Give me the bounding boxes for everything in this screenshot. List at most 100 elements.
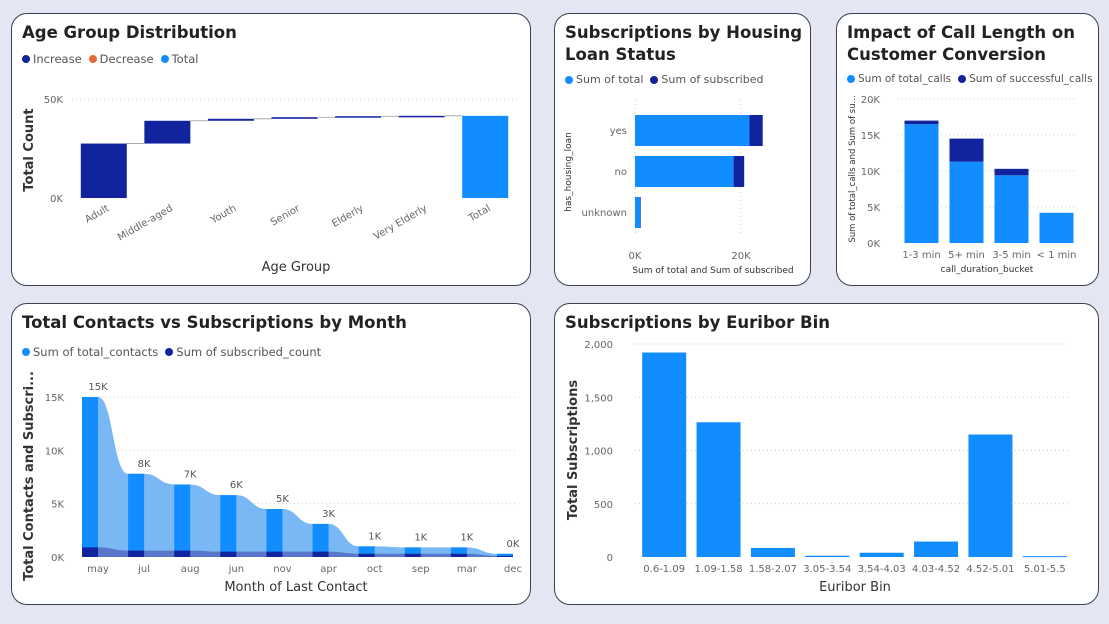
housing-legend: Sum of total Sum of subscribed — [565, 73, 763, 86]
month-xtick-label: jun — [228, 564, 244, 575]
legend-total[interactable]: Total — [160, 52, 198, 66]
calls-xtick-label: 3-5 min — [992, 250, 1030, 261]
legend-total-calls-label: Sum of total_calls — [858, 73, 952, 85]
legend-sum-subscribed[interactable]: Sum of subscribed — [650, 73, 763, 86]
age-chart-title: Age Group Distribution — [22, 23, 237, 42]
age-x-axis-title: Age Group — [262, 260, 331, 275]
month-ytick-label: 15K — [45, 393, 65, 404]
month-contacts-column — [404, 547, 421, 557]
legend-increase-label: Increase — [33, 52, 82, 66]
calls-bar — [1039, 212, 1074, 243]
age-xtick-label: Youth — [208, 203, 238, 227]
month-data-label: 15K — [88, 382, 108, 393]
month-contacts-column — [82, 397, 98, 557]
euribor-bar — [914, 541, 959, 557]
housing-xtick-label: 20K — [731, 251, 751, 262]
euribor-chart-title: Subscriptions by Euribor Bin — [565, 313, 830, 332]
legend-total-calls[interactable]: Sum of total_calls — [847, 73, 951, 85]
calls-y-axis-title: Sum of total_calls and Sum of su... — [848, 95, 858, 242]
euribor-bar — [696, 422, 741, 557]
euribor-bar — [642, 352, 687, 557]
age-legend: Increase Decrease Total — [22, 52, 198, 66]
euribor-bar — [805, 555, 850, 557]
housing-ytick-label: unknown — [582, 208, 627, 219]
month-x-axis-title: Month of Last Contact — [224, 580, 367, 595]
month-subscribed-column — [450, 553, 467, 557]
calls-bar — [904, 124, 939, 243]
euribor-bar — [1022, 556, 1067, 558]
age-bar — [335, 116, 382, 118]
total-swatch — [160, 55, 169, 63]
sum-subscribed-swatch — [650, 75, 659, 84]
age-ytick-label: 50K — [44, 95, 64, 106]
subscribed-count-swatch — [165, 348, 174, 356]
legend-successful-calls-label: Sum of successful_calls — [969, 73, 1093, 85]
housing-chart-title: Subscriptions by Housing Loan Status — [565, 23, 803, 64]
month-xtick-label: jul — [137, 564, 150, 575]
month-data-label: 3K — [322, 509, 335, 520]
month-chart-title: Total Contacts vs Subscriptions by Month — [22, 313, 407, 332]
euribor-bar — [750, 547, 795, 557]
month-xtick-label: sep — [412, 564, 430, 575]
age-xtick-label: Very Elderly — [372, 203, 429, 242]
month-subscribed-column — [497, 555, 513, 557]
housing-bar — [733, 156, 745, 187]
age-xtick-label: Adult — [83, 203, 111, 226]
increase-swatch — [22, 55, 30, 63]
age-ytick-label: 0K — [50, 194, 63, 205]
euribor-bar — [859, 552, 904, 557]
euribor-xtick-label: 1.58-2.07 — [749, 564, 797, 575]
euribor-xtick-label: 0.6-1.09 — [643, 564, 685, 575]
month-contacts-column — [174, 484, 191, 557]
legend-total-contacts-label: Sum of total_contacts — [33, 345, 159, 359]
legend-sum-subscribed-label: Sum of subscribed — [661, 73, 764, 86]
age-group-card: Age Group Distribution Increase Decrease… — [11, 13, 531, 286]
housing-bar — [635, 115, 750, 146]
housing-bar — [640, 197, 641, 228]
legend-sum-total-label: Sum of total — [576, 73, 644, 86]
age-y-axis-title: Total Count — [22, 108, 37, 191]
month-ytick-label: 10K — [45, 446, 65, 457]
month-xtick-label: apr — [320, 564, 337, 575]
calls-ytick-label: 5K — [867, 203, 880, 214]
month-data-label: 1K — [368, 531, 381, 542]
housing-card: Subscriptions by Housing Loan Status Sum… — [554, 13, 811, 286]
month-xtick-label: oct — [367, 564, 383, 575]
month-data-label: 7K — [184, 469, 197, 480]
legend-total-contacts[interactable]: Sum of total_contacts — [22, 345, 158, 359]
month-data-label: 6K — [230, 480, 243, 491]
month-data-label: 5K — [276, 494, 289, 505]
calls-xtick-label: 5+ min — [948, 250, 985, 261]
legend-decrease[interactable]: Decrease — [88, 52, 154, 66]
age-xtick-label: Elderly — [330, 203, 365, 230]
month-subscribed-column — [82, 547, 98, 557]
legend-increase[interactable]: Increase — [22, 52, 82, 66]
month-contacts-column — [497, 553, 513, 557]
legend-subscribed-count-label: Sum of subscribed_count — [176, 345, 322, 359]
housing-ytick-label: no — [615, 167, 627, 178]
month-data-label: 0K — [507, 539, 520, 550]
calls-xtick-label: 1-3 min — [902, 250, 940, 261]
month-xtick-label: aug — [181, 564, 200, 575]
month-xtick-label: dec — [504, 564, 522, 575]
month-data-label: 1K — [414, 532, 427, 543]
month-contacts-column — [128, 473, 145, 557]
euribor-x-axis-title: Euribor Bin — [819, 580, 891, 595]
euribor-ytick-label: 1,000 — [584, 447, 613, 458]
age-bar — [207, 118, 254, 121]
month-contacts-column — [358, 546, 375, 557]
age-bar — [271, 117, 318, 119]
age-xtick-label: Middle-aged — [116, 203, 175, 243]
month-data-label: 8K — [138, 459, 151, 470]
month-ytick-label: 0K — [51, 553, 64, 564]
euribor-xtick-label: 4.03-4.52 — [912, 564, 960, 575]
calls-bar — [994, 175, 1029, 243]
legend-sum-total[interactable]: Sum of total — [565, 73, 643, 86]
legend-subscribed-count[interactable]: Sum of subscribed_count — [165, 345, 321, 359]
euribor-y-axis-title: Total Subscriptions — [566, 380, 581, 520]
successful-calls-swatch — [958, 75, 967, 83]
euribor-chart-svg: 0 500 1,000 1,500 2,000 0.6-1.09 1.09-1.58 1.58… — [566, 340, 1070, 595]
calls-chart-title: Impact of Call Length on Customer Conver… — [847, 23, 1075, 64]
legend-successful-calls[interactable]: Sum of successful_calls — [958, 73, 1093, 85]
housing-y-axis-title: has_housing_loan — [564, 132, 574, 212]
